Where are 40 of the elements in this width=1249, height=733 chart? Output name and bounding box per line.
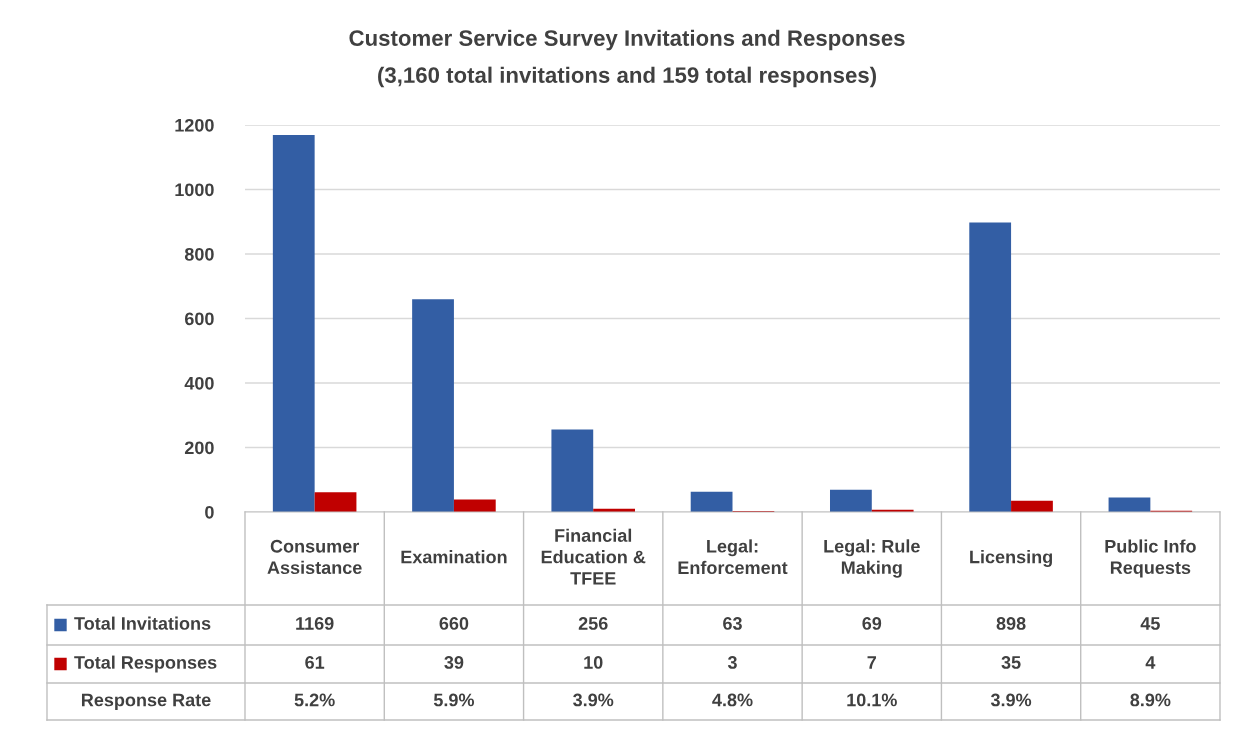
data-label: 660: [439, 617, 469, 630]
text: 4.8%: [712, 693, 753, 707]
y-tick-label: 200: [184, 441, 214, 455]
y-tick-label: 1200: [175, 118, 214, 132]
chart-subtitle: (3,160 total invitations and 159 total responses): [378, 66, 876, 88]
data-label: 898: [996, 617, 1026, 630]
data-label: 4: [1145, 656, 1156, 669]
data-label: 63: [723, 617, 742, 630]
text: 5.9%: [433, 693, 475, 707]
x-tick-label: Licensing: [970, 550, 1052, 567]
x-tick-label: Consumer Assistance: [267, 539, 362, 575]
text: 5.2%: [294, 693, 335, 707]
data-label: 39: [444, 656, 464, 669]
legend-label: Total Invitations: [74, 616, 211, 630]
data-label: 69: [862, 617, 882, 630]
data-label: 35: [1001, 656, 1021, 669]
y-tick-label: 800: [184, 247, 214, 261]
text: 3.9%: [573, 693, 614, 707]
data-label: 256: [578, 617, 608, 630]
text: 3.9%: [990, 693, 1032, 707]
data-label: 1169: [296, 617, 334, 630]
legend-label: Total Responses: [74, 655, 217, 673]
chart-title: Customer Service Survey Invitations and Responses: [349, 29, 905, 51]
x-tick-label: Financial Education & TFEE: [541, 528, 646, 585]
data-label: 45: [1140, 617, 1160, 630]
y-tick-label: 600: [184, 312, 214, 326]
y-tick-label: 0: [205, 505, 214, 519]
text: 8.9%: [1130, 693, 1171, 707]
data-label: 61: [305, 656, 325, 669]
data-label: 7: [867, 656, 877, 669]
x-tick-label: Public Info Requests: [1105, 539, 1196, 578]
text: 10.1%: [847, 693, 897, 707]
x-tick-label: Legal: Rule Making: [824, 539, 920, 578]
y-tick-label: 1000: [175, 183, 214, 197]
y-tick-label: 400: [184, 376, 214, 390]
x-tick-label: Legal: Enforcement: [678, 539, 788, 575]
data-label: 10: [584, 656, 603, 669]
x-tick-label: Examination: [401, 550, 507, 564]
data-label: 3: [727, 656, 737, 669]
text: Response Rate: [81, 693, 211, 710]
